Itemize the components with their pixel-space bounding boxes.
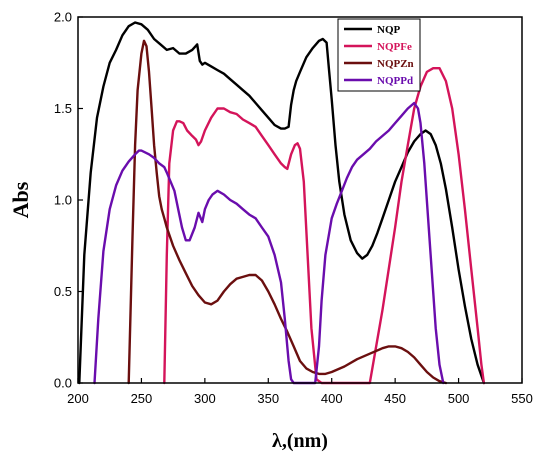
legend-label: NQPFe bbox=[377, 41, 412, 53]
x-tick-label: 250 bbox=[131, 391, 153, 406]
y-tick-label: 1.0 bbox=[54, 193, 72, 208]
x-tick-label: 500 bbox=[448, 391, 470, 406]
x-tick-label: 350 bbox=[257, 391, 279, 406]
x-tick-label: 400 bbox=[321, 391, 343, 406]
x-axis-title: λ,(nm) bbox=[272, 430, 328, 452]
x-tick-label: 300 bbox=[194, 391, 216, 406]
series-lines bbox=[78, 21, 486, 385]
legend-label: NQPZn bbox=[377, 58, 414, 70]
axis-ticks: 200 250 300 350 400 450 500 550 0.0 0.5 1.0 1.5 2.0 bbox=[54, 10, 533, 407]
y-tick-label: 0.0 bbox=[54, 376, 72, 391]
series-line-nqppd bbox=[93, 101, 445, 385]
y-tick-label: 2.0 bbox=[54, 10, 72, 25]
x-tick-label: 200 bbox=[67, 391, 89, 406]
series-line-nqpfe bbox=[163, 67, 486, 385]
y-axis-title: Abs bbox=[8, 181, 33, 218]
y-tick-label: 0.5 bbox=[54, 284, 72, 299]
legend-label: NQPPd bbox=[377, 75, 413, 87]
legend-label: NQP bbox=[377, 24, 401, 36]
y-tick-label: 1.5 bbox=[54, 101, 72, 116]
x-tick-label: 450 bbox=[384, 391, 406, 406]
legend: NQP NQPFe NQPZn NQPPd bbox=[337, 18, 421, 92]
x-tick-label: 550 bbox=[511, 391, 533, 406]
series-line-nqp bbox=[78, 21, 486, 385]
series-line-nqpzn bbox=[127, 39, 448, 385]
